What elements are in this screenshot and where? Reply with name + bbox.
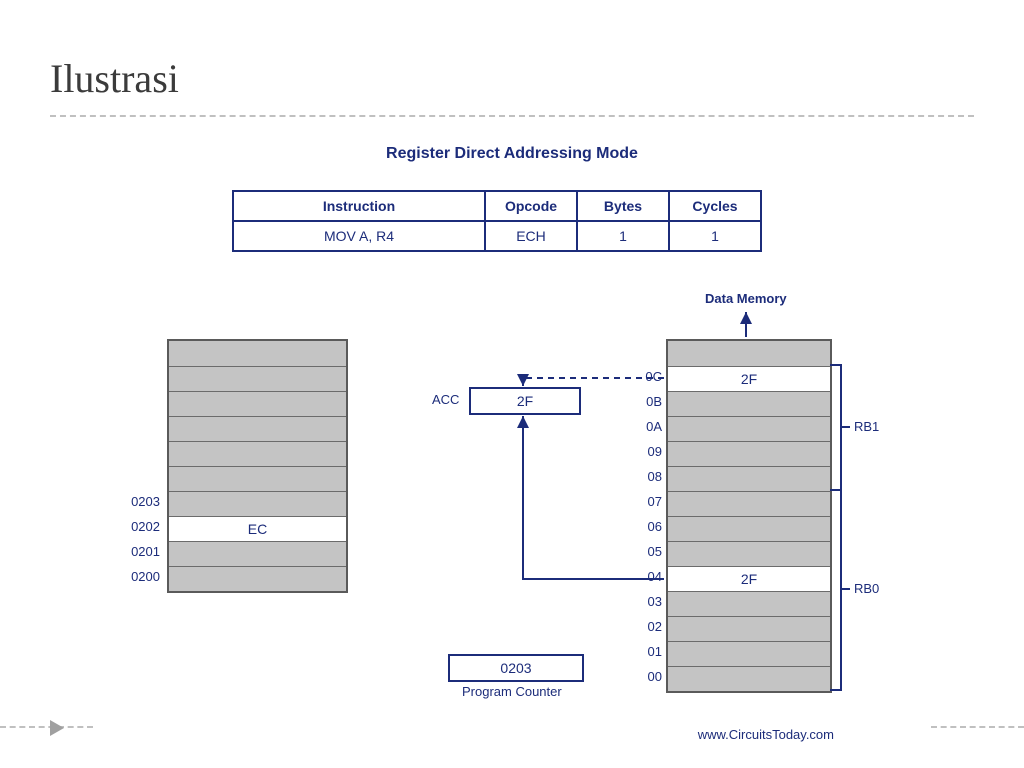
- data-memory: 2F 2F: [666, 339, 832, 693]
- datamem-addr: 02: [632, 619, 662, 634]
- program-counter-box: 0203: [448, 654, 584, 682]
- datamem-cell: [668, 641, 830, 666]
- datamem-cell: [668, 666, 830, 691]
- datamem-cell: [668, 616, 830, 641]
- datamem-cell: [668, 341, 830, 366]
- cell-bytes: 1: [577, 221, 669, 251]
- progmem-cell: [169, 391, 346, 416]
- cell-cycles: 1: [669, 221, 761, 251]
- progmem-addr: 0201: [110, 544, 160, 559]
- bank-bracket: [830, 489, 842, 691]
- bank-bracket-notch: [840, 588, 850, 590]
- acc-label: ACC: [432, 392, 459, 407]
- col-header-instruction: Instruction: [233, 191, 485, 221]
- bank-label: RB1: [854, 419, 879, 434]
- datamem-addr: 0C: [632, 369, 662, 384]
- col-header-bytes: Bytes: [577, 191, 669, 221]
- bank-label: RB0: [854, 581, 879, 596]
- bank-bracket-notch: [840, 426, 850, 428]
- play-icon: [50, 720, 64, 736]
- instruction-table: Instruction Opcode Bytes Cycles MOV A, R…: [232, 190, 762, 252]
- progmem-addr: 0200: [110, 569, 160, 584]
- cell-opcode: ECH: [485, 221, 577, 251]
- credit-label: www.CircuitsToday.com: [698, 727, 834, 742]
- progmem-cell: [169, 491, 346, 516]
- page-title: Ilustrasi: [50, 55, 179, 102]
- progmem-cell: [169, 566, 346, 591]
- progmem-cell: EC: [169, 516, 346, 541]
- progmem-cell: [169, 441, 346, 466]
- datamem-addr: 01: [632, 644, 662, 659]
- col-header-cycles: Cycles: [669, 191, 761, 221]
- datamem-addr: 03: [632, 594, 662, 609]
- progmem-cell: [169, 416, 346, 441]
- cell-instruction: MOV A, R4: [233, 221, 485, 251]
- footer-dash-left: [0, 726, 93, 728]
- datamem-addr: 00: [632, 669, 662, 684]
- datamem-cell: [668, 441, 830, 466]
- datamem-cell: [668, 541, 830, 566]
- datamem-addr: 09: [632, 444, 662, 459]
- datamem-cell: 2F: [668, 366, 830, 391]
- datamem-addr: 08: [632, 469, 662, 484]
- datamem-addr: 05: [632, 544, 662, 559]
- datamem-addr: 0A: [632, 419, 662, 434]
- title-divider: [50, 115, 974, 117]
- datamem-cell: [668, 516, 830, 541]
- datamem-addr: 04: [632, 569, 662, 584]
- footer-dash-right: [931, 726, 1024, 728]
- diagram-title: Register Direct Addressing Mode: [0, 145, 1024, 163]
- table-row: MOV A, R4 ECH 1 1: [233, 221, 761, 251]
- acc-box: 2F: [469, 387, 581, 415]
- datamem-cell: [668, 416, 830, 441]
- datamem-cell: [668, 491, 830, 516]
- program-memory: EC: [167, 339, 348, 593]
- datamem-cell: [668, 591, 830, 616]
- progmem-cell: [169, 341, 346, 366]
- data-memory-title: Data Memory: [705, 291, 787, 306]
- progmem-addr: 0202: [110, 519, 160, 534]
- col-header-opcode: Opcode: [485, 191, 577, 221]
- program-counter-label: Program Counter: [462, 684, 562, 699]
- datamem-addr: 07: [632, 494, 662, 509]
- datamem-cell: 2F: [668, 566, 830, 591]
- datamem-cell: [668, 391, 830, 416]
- datamem-addr: 06: [632, 519, 662, 534]
- progmem-cell: [169, 541, 346, 566]
- bank-bracket: [830, 364, 842, 491]
- datamem-cell: [668, 466, 830, 491]
- table-row: Instruction Opcode Bytes Cycles: [233, 191, 761, 221]
- datamem-addr: 0B: [632, 394, 662, 409]
- progmem-cell: [169, 466, 346, 491]
- progmem-cell: [169, 366, 346, 391]
- progmem-addr: 0203: [110, 494, 160, 509]
